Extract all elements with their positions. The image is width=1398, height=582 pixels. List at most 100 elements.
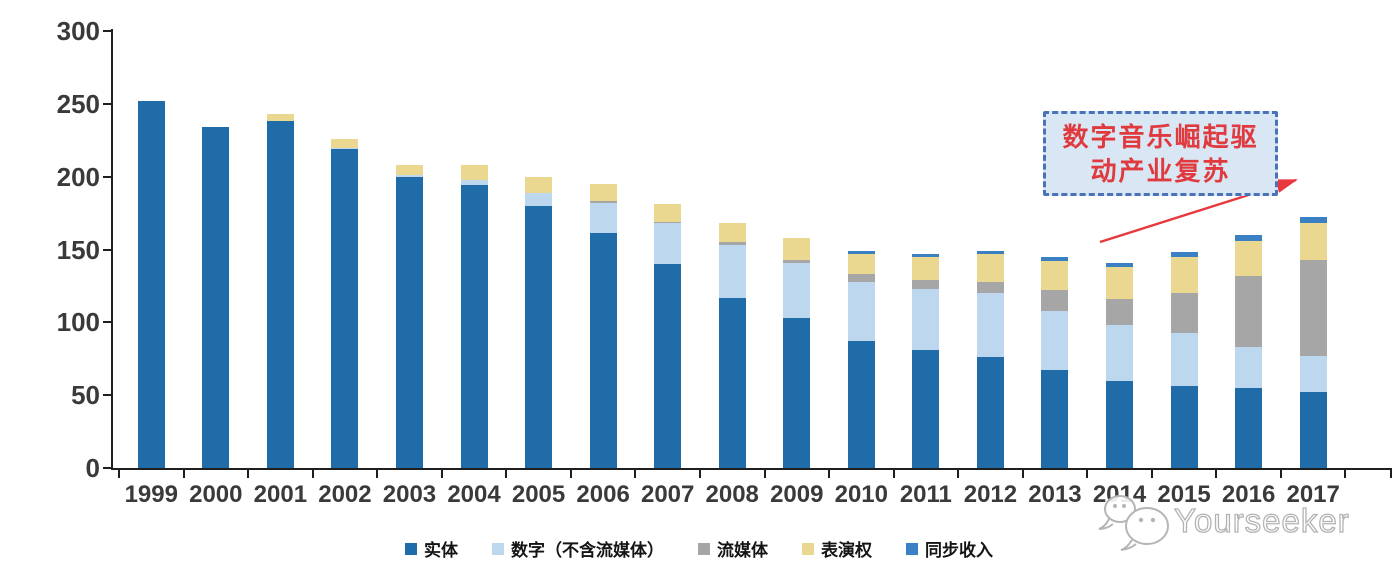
bar-segment-4 bbox=[847, 250, 875, 254]
bar-segment-4 bbox=[1170, 252, 1198, 257]
bar-segment-4 bbox=[912, 253, 940, 257]
x-tick bbox=[311, 470, 314, 478]
x-tick bbox=[247, 470, 250, 478]
watermark: Yourseeker bbox=[1094, 488, 1398, 558]
x-tick-label: 2016 bbox=[1221, 481, 1276, 508]
bar-segment-0 bbox=[525, 205, 553, 468]
legend-item: 同步收入 bbox=[906, 536, 993, 561]
bar-segment-2 bbox=[718, 242, 746, 246]
bar-segment-3 bbox=[1106, 266, 1134, 299]
x-tick-label: 2005 bbox=[511, 481, 566, 508]
x-tick-label: 2002 bbox=[318, 481, 372, 508]
bar-segment-2 bbox=[847, 274, 875, 282]
bar-segment-4 bbox=[976, 250, 1004, 254]
y-tick bbox=[103, 102, 111, 105]
bar-segment-0 bbox=[202, 127, 230, 468]
x-tick-label: 2004 bbox=[447, 481, 501, 508]
bar-segment-2 bbox=[1170, 293, 1198, 333]
bar-segment-4 bbox=[1235, 234, 1263, 241]
x-tick-label: 2001 bbox=[253, 481, 308, 508]
y-tick-label: 50 bbox=[71, 380, 100, 411]
y-tick-label: 200 bbox=[56, 161, 100, 192]
bar-segment-0 bbox=[395, 176, 423, 468]
x-tick bbox=[698, 470, 701, 478]
x-tick bbox=[957, 470, 960, 478]
bar-segment-1 bbox=[1299, 355, 1327, 393]
legend-swatch bbox=[906, 542, 918, 555]
annotation-text-line1: 数字音乐崛起驱 bbox=[1062, 121, 1259, 152]
bar-segment-3 bbox=[589, 183, 617, 202]
bar-segment-0 bbox=[1299, 392, 1327, 468]
x-tick bbox=[440, 470, 443, 478]
bar-segment-3 bbox=[1299, 223, 1327, 260]
x-tick-label: 2010 bbox=[834, 481, 888, 508]
legend-item: 实体 bbox=[405, 536, 458, 561]
watermark-text: Yourseeker bbox=[1173, 501, 1350, 539]
x-tick bbox=[1021, 470, 1024, 478]
x-tick-label: 2007 bbox=[640, 481, 695, 508]
bar-segment-3 bbox=[783, 237, 811, 260]
bar-segment-1 bbox=[460, 179, 488, 186]
bar-segment-1 bbox=[783, 262, 811, 318]
bar-segment-2 bbox=[654, 221, 682, 224]
legend-item: 表演权 bbox=[802, 536, 872, 561]
bar-segment-0 bbox=[1106, 380, 1134, 468]
bar-segment-0 bbox=[460, 185, 488, 468]
bar-segment-0 bbox=[783, 317, 811, 468]
legend-item: 数字（不含流媒体） bbox=[492, 536, 664, 561]
bar-segment-3 bbox=[525, 176, 553, 193]
bar-segment-1 bbox=[525, 192, 553, 206]
x-tick bbox=[1279, 470, 1282, 478]
bar-segment-3 bbox=[654, 204, 682, 222]
y-tick-label: 0 bbox=[85, 453, 100, 483]
x-tick bbox=[376, 470, 379, 478]
bar-segment-3 bbox=[847, 253, 875, 275]
bar-segment-2 bbox=[1106, 299, 1134, 326]
bar-segment-0 bbox=[847, 341, 875, 468]
bar-segment-1 bbox=[331, 147, 359, 149]
bar-segment-2 bbox=[1235, 275, 1263, 348]
bar-segment-2 bbox=[589, 201, 617, 203]
x-tick bbox=[828, 470, 831, 478]
x-tick-label: 2003 bbox=[382, 481, 437, 508]
legend-swatch bbox=[698, 542, 710, 555]
bar-segment-0 bbox=[976, 357, 1004, 468]
bar-segment-4 bbox=[1299, 217, 1327, 224]
bar-segment-0 bbox=[912, 350, 940, 468]
y-tick bbox=[103, 394, 111, 397]
bar-segment-4 bbox=[1106, 262, 1134, 267]
y-tick-label: 150 bbox=[56, 234, 100, 265]
y-tick bbox=[103, 321, 111, 324]
x-tick-label: 1999 bbox=[124, 481, 178, 508]
y-tick bbox=[103, 30, 111, 32]
bar-segment-0 bbox=[654, 264, 682, 468]
x-tick bbox=[1344, 470, 1347, 478]
x-tick bbox=[569, 470, 572, 478]
y-tick-label: 100 bbox=[56, 307, 100, 338]
x-tick bbox=[634, 470, 637, 478]
bar-segment-3 bbox=[331, 138, 359, 148]
legend-label: 表演权 bbox=[821, 541, 872, 560]
bar-segment-1 bbox=[589, 202, 617, 234]
x-tick-label: 2000 bbox=[189, 481, 243, 508]
legend-label: 数字（不含流媒体） bbox=[511, 541, 664, 560]
legend-label: 流媒体 bbox=[717, 541, 768, 560]
x-tick bbox=[763, 470, 766, 478]
x-tick bbox=[1150, 470, 1153, 478]
annotation-callout: 数字音乐崛起驱 动产业复苏 bbox=[1043, 111, 1278, 196]
bar-segment-1 bbox=[718, 245, 746, 298]
bar-segment-3 bbox=[1170, 256, 1198, 294]
x-tick bbox=[182, 470, 185, 478]
bar-segment-0 bbox=[1041, 370, 1069, 468]
legend: 实体 数字（不含流媒体） 流媒体 表演权 同步收入 bbox=[0, 536, 1398, 561]
x-tick-label: 2017 bbox=[1286, 481, 1340, 508]
x-tick-label: 2015 bbox=[1157, 481, 1211, 508]
y-axis-line bbox=[111, 29, 113, 470]
x-tick bbox=[1086, 470, 1089, 478]
x-tick-label: 2013 bbox=[1028, 481, 1082, 508]
bar-segment-1 bbox=[1041, 310, 1069, 371]
x-tick bbox=[1390, 470, 1392, 478]
bar-segment-3 bbox=[1041, 261, 1069, 291]
bar-segment-3 bbox=[718, 223, 746, 243]
speech-bubble-icon bbox=[1098, 495, 1169, 551]
